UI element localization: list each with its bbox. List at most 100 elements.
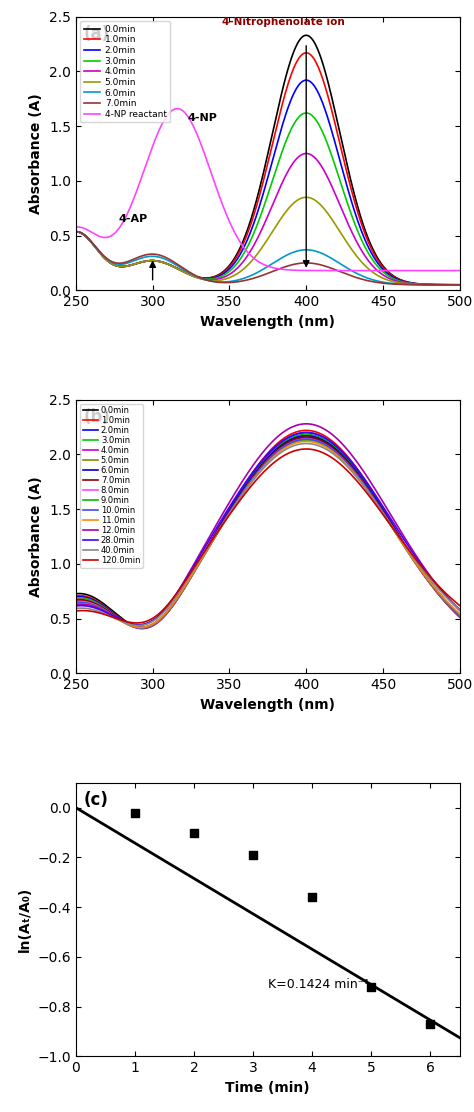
40.0min (331, 447, 337, 460)
5.0min (457, 278, 463, 291)
8.0min (173, 595, 178, 608)
40.0min (364, 483, 369, 496)
Line: 5.0min: 5.0min (76, 197, 460, 285)
2.0min (142, 622, 147, 635)
3.0min (299, 108, 305, 121)
Line: 40.0min: 40.0min (76, 444, 460, 625)
28.0min (247, 469, 253, 483)
120.0min (73, 604, 79, 617)
X-axis label: Time (min): Time (min) (226, 1081, 310, 1095)
Y-axis label: Absorbance (A): Absorbance (A) (29, 476, 44, 597)
11.0min (73, 597, 79, 610)
120.0min (331, 453, 337, 466)
5.0min (142, 622, 147, 635)
7.0min (73, 225, 79, 238)
1.0min (140, 622, 146, 635)
5.0min (172, 260, 177, 274)
0.0min (331, 439, 337, 453)
28.0min (173, 589, 178, 603)
0.0min (457, 610, 463, 624)
3.0min (73, 225, 79, 238)
2.0min (299, 75, 305, 88)
28.0min (142, 617, 147, 631)
1.0min (457, 610, 463, 624)
4-NP reactant (300, 264, 306, 277)
10.0min (457, 607, 463, 620)
Line: 7.0min: 7.0min (76, 231, 460, 285)
120.0min (173, 588, 178, 602)
7.0min (300, 257, 306, 270)
2.0min (330, 128, 336, 141)
120.0min (247, 480, 253, 494)
Line: 6.0min: 6.0min (76, 436, 460, 628)
0.0min (457, 278, 463, 291)
Legend: 0.0min, 1.0min, 2.0min, 3.0min, 4.0min, 5.0min, 6.0min, 7.0min, 8.0min, 9.0min, : 0.0min, 1.0min, 2.0min, 3.0min, 4.0min, … (80, 404, 143, 568)
6.0min (330, 252, 336, 266)
Text: 4-Nitrophenolate ion: 4-Nitrophenolate ion (222, 18, 345, 28)
40.0min (457, 603, 463, 616)
7.0min (142, 620, 147, 634)
6.0min (73, 225, 79, 238)
2.0min (173, 595, 178, 608)
6.0min (142, 250, 147, 264)
120.0min (457, 599, 463, 613)
2.0min (246, 228, 252, 241)
5.0min (139, 622, 145, 635)
11.0min (247, 477, 253, 490)
120.0min (303, 443, 309, 456)
11.0min (331, 446, 337, 459)
6.0min (142, 620, 147, 634)
4-NP reactant (172, 102, 177, 116)
7.0min (173, 256, 178, 269)
4.0min (457, 278, 463, 291)
3.0min (247, 473, 253, 486)
9.0min (457, 608, 463, 622)
4.0min (303, 147, 309, 160)
6.0min (363, 270, 368, 284)
Line: 0.0min: 0.0min (76, 435, 460, 627)
4.0min (247, 475, 253, 488)
Point (249, 846, 257, 864)
1.0min (457, 278, 463, 291)
5.0min (303, 433, 309, 446)
10.0min (247, 475, 253, 488)
12.0min (173, 589, 178, 603)
10.0min (364, 480, 369, 494)
40.0min (303, 437, 309, 450)
4.0min (330, 182, 336, 196)
2.0min (331, 437, 337, 450)
3.0min (303, 107, 309, 120)
28.0min (300, 426, 306, 439)
5.0min (457, 609, 463, 623)
12.0min (331, 429, 337, 443)
1.0min (303, 46, 309, 59)
0.0min (300, 428, 306, 441)
12.0min (136, 618, 142, 632)
Line: 7.0min: 7.0min (76, 437, 460, 627)
6.0min (247, 269, 253, 282)
2.0min (141, 255, 146, 268)
9.0min (73, 596, 79, 609)
4.0min (142, 622, 147, 635)
7.0min (303, 430, 309, 444)
10.0min (138, 620, 144, 634)
6.0min (73, 594, 79, 607)
5.0min (173, 596, 178, 609)
Text: 4-AP: 4-AP (119, 215, 148, 225)
8.0min (303, 433, 309, 446)
Point (367, 977, 375, 995)
7.0min (173, 594, 178, 607)
12.0min (142, 618, 147, 632)
Line: 4.0min: 4.0min (76, 153, 460, 285)
4.0min (303, 431, 309, 445)
5.0min (364, 481, 369, 495)
1.0min (331, 436, 337, 449)
6.0min (331, 440, 337, 454)
4.0min (300, 431, 306, 445)
4-NP reactant (330, 264, 336, 277)
28.0min (364, 475, 369, 488)
5.0min (73, 225, 79, 238)
4.0min (246, 246, 252, 259)
X-axis label: Wavelength (nm): Wavelength (nm) (201, 697, 335, 712)
7.0min (247, 474, 253, 487)
